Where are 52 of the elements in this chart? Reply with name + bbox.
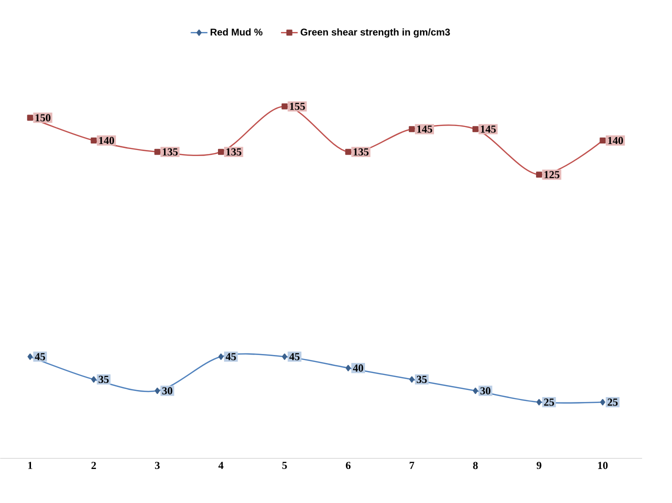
data-label: 35 bbox=[98, 376, 109, 384]
data-label: 35 bbox=[416, 376, 427, 384]
data-label: 135 bbox=[226, 148, 242, 156]
point bbox=[282, 354, 288, 360]
data-label: 145 bbox=[480, 126, 496, 133]
point bbox=[600, 399, 606, 406]
data-label: 150 bbox=[36, 114, 50, 122]
data-label: 140 bbox=[608, 137, 623, 144]
point bbox=[472, 388, 478, 394]
x-tick-label: 6 bbox=[346, 462, 351, 470]
x-tick-label: 7 bbox=[410, 462, 414, 470]
point bbox=[218, 354, 224, 360]
x-tick-label: 2 bbox=[91, 462, 96, 470]
legend-label: Red Mud % bbox=[210, 28, 262, 36]
data-label: 45 bbox=[226, 353, 236, 360]
point bbox=[90, 138, 97, 144]
data-label: 25 bbox=[544, 398, 554, 406]
point bbox=[91, 376, 96, 383]
data-label: 30 bbox=[162, 387, 172, 395]
point bbox=[154, 388, 160, 394]
point bbox=[28, 354, 33, 360]
legend-label: Green shear strength in gm/cm3 bbox=[300, 28, 450, 38]
point bbox=[536, 399, 542, 406]
data-label: 145 bbox=[417, 126, 432, 133]
x-tick-label: 10 bbox=[598, 462, 608, 470]
data-label: 140 bbox=[99, 137, 114, 144]
data-label: 45 bbox=[34, 353, 46, 360]
point bbox=[282, 104, 288, 110]
data-label: 40 bbox=[352, 364, 364, 372]
point bbox=[218, 149, 224, 156]
point bbox=[472, 126, 478, 132]
x-tick-label: 5 bbox=[282, 462, 287, 470]
x-tick-label: 8 bbox=[473, 462, 478, 470]
data-label: 135 bbox=[354, 148, 369, 156]
point bbox=[154, 149, 160, 156]
data-label: 30 bbox=[480, 387, 490, 395]
point bbox=[600, 138, 606, 144]
x-tick-label: 4 bbox=[218, 462, 224, 470]
data-label: 155 bbox=[290, 103, 305, 110]
data-label: 45 bbox=[289, 353, 300, 360]
data-label: 125 bbox=[544, 171, 560, 178]
x-tick-label: 1 bbox=[28, 462, 32, 470]
point bbox=[409, 376, 414, 383]
x-tick-label: 9 bbox=[536, 462, 542, 470]
x-tick-label: 3 bbox=[155, 462, 160, 470]
point bbox=[346, 365, 351, 372]
data-label: 25 bbox=[608, 398, 618, 406]
point bbox=[345, 149, 352, 156]
point bbox=[27, 115, 34, 121]
point bbox=[536, 172, 542, 178]
point bbox=[408, 126, 415, 132]
data-label: 135 bbox=[162, 148, 178, 156]
